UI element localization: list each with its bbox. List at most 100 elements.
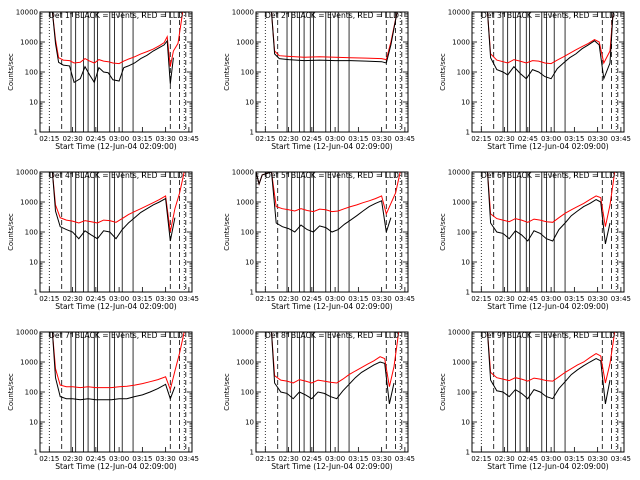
detector-panel: Det 9f BLACK = Events, RED = LLD 1 10 100 10… [439,329,631,472]
y-axis-label: Counts/sec [7,53,15,91]
y-tick-label: 1 [34,129,38,137]
plot-area [480,172,619,292]
plot-area [48,12,187,132]
panel-title: Det 9f BLACK = Events, RED = LLD [481,331,615,340]
x-tick-label: 02:30 [494,455,514,463]
x-tick-label: 02:30 [62,455,82,463]
y-axis-label: Counts/sec [439,213,447,251]
x-axis-label: Start Time (12-Jun-04 02:09:00) [271,462,393,471]
x-tick-label: 03:00 [325,295,345,303]
detector-panel: Det 7f BLACK = Events, RED = LLD 1 10 100 10… [7,329,199,472]
y-tick-label: 10 [245,99,254,107]
y-tick-label: 10 [29,99,38,107]
y-tick-label: 1000 [452,359,470,367]
x-tick-label: 03:15 [132,135,152,143]
x-tick-label: 02:30 [278,135,298,143]
y-tick-label: 10 [461,419,470,427]
y-tick-label: 1 [466,129,470,137]
y-tick-label: 10 [245,259,254,267]
x-tick-label: 03:30 [588,135,608,143]
x-tick-label: 03:15 [348,135,368,143]
plot-area [48,172,187,292]
x-tick-label: 03:00 [109,135,129,143]
detector-panel: Det 2f BLACK = Events, RED = LLD 1 10 100 10… [223,9,415,152]
x-tick-label: 03:15 [348,295,368,303]
y-tick-label: 1 [466,449,470,457]
events-series-line [271,12,398,64]
y-tick-label: 10000 [16,9,38,17]
plot-area [48,332,187,452]
x-tick-label: 03:45 [179,455,199,463]
x-axis-label: Start Time (12-Jun-04 02:09:00) [55,142,177,151]
events-series-line [487,172,611,245]
x-tick-label: 03:30 [372,295,392,303]
lld-series-line [487,332,616,384]
x-tick-label: 02:30 [278,295,298,303]
y-tick-label: 10000 [448,329,470,337]
x-tick-label: 03:45 [179,295,199,303]
lld-series-line [487,172,616,227]
y-tick-label: 10000 [16,329,38,337]
x-tick-label: 03:00 [325,455,345,463]
x-tick-label: 02:15 [255,295,275,303]
x-tick-label: 03:00 [325,135,345,143]
x-tick-label: 02:45 [302,295,322,303]
y-axis-label: Counts/sec [7,213,15,251]
x-axis-label: Start Time (12-Jun-04 02:09:00) [55,462,177,471]
x-tick-label: 02:45 [302,135,322,143]
y-tick-label: 1 [250,289,254,297]
panel-title: Det 5f BLACK = Events, RED = LLD [265,171,399,180]
x-tick-label: 03:30 [156,295,176,303]
panel-title: Det 1f BLACK = Events, RED = LLD [49,11,183,20]
y-tick-label: 1 [34,449,38,457]
y-tick-label: 100 [241,389,254,397]
x-tick-label: 02:15 [471,455,491,463]
lld-series-line [487,12,614,65]
y-tick-label: 100 [25,69,38,77]
x-tick-label: 03:15 [564,455,584,463]
detector-panel: Det 4f BLACK = Events, RED = LLD 1 10 100 10… [7,169,199,312]
lld-series-line [51,332,185,392]
plot-area [264,332,403,452]
detector-panel: Det 3f BLACK = Events, RED = LLD 1 10 100 10… [439,9,631,152]
panel-title: Det 3f BLACK = Events, RED = LLD [481,11,615,20]
y-axis-label: Counts/sec [223,373,231,411]
events-series-line [487,12,614,81]
x-tick-label: 03:00 [109,455,129,463]
y-tick-label: 1000 [236,39,254,47]
y-tick-label: 100 [25,389,38,397]
x-tick-label: 03:45 [179,135,199,143]
x-tick-label: 03:00 [541,135,561,143]
y-tick-label: 100 [241,69,254,77]
x-tick-label: 03:15 [348,455,368,463]
y-tick-label: 100 [241,229,254,237]
x-tick-label: 02:15 [39,295,59,303]
x-tick-label: 02:45 [518,135,538,143]
x-tick-label: 03:30 [372,135,392,143]
x-tick-label: 03:00 [109,295,129,303]
events-series-line [51,332,176,401]
y-tick-label: 1000 [20,199,38,207]
x-tick-label: 03:15 [132,455,152,463]
y-tick-label: 10000 [232,9,254,17]
x-tick-label: 02:45 [518,455,538,463]
x-axis-label: Start Time (12-Jun-04 02:09:00) [487,302,609,311]
x-tick-label: 03:15 [564,135,584,143]
plot-area [480,332,619,452]
y-tick-label: 10 [29,259,38,267]
x-tick-label: 02:15 [471,135,491,143]
events-series-line [51,12,174,84]
y-tick-label: 1 [250,449,254,457]
x-tick-label: 02:45 [302,455,322,463]
detector-panel: Det 6f BLACK = Events, RED = LLD 1 10 100 10… [439,169,631,312]
x-tick-label: 03:30 [588,295,608,303]
x-tick-label: 02:45 [518,295,538,303]
y-tick-label: 1 [466,289,470,297]
plot-area [256,172,403,292]
y-axis-label: Counts/sec [223,213,231,251]
y-tick-label: 10000 [448,169,470,177]
plot-area [264,12,403,132]
lld-series-line [271,12,398,61]
